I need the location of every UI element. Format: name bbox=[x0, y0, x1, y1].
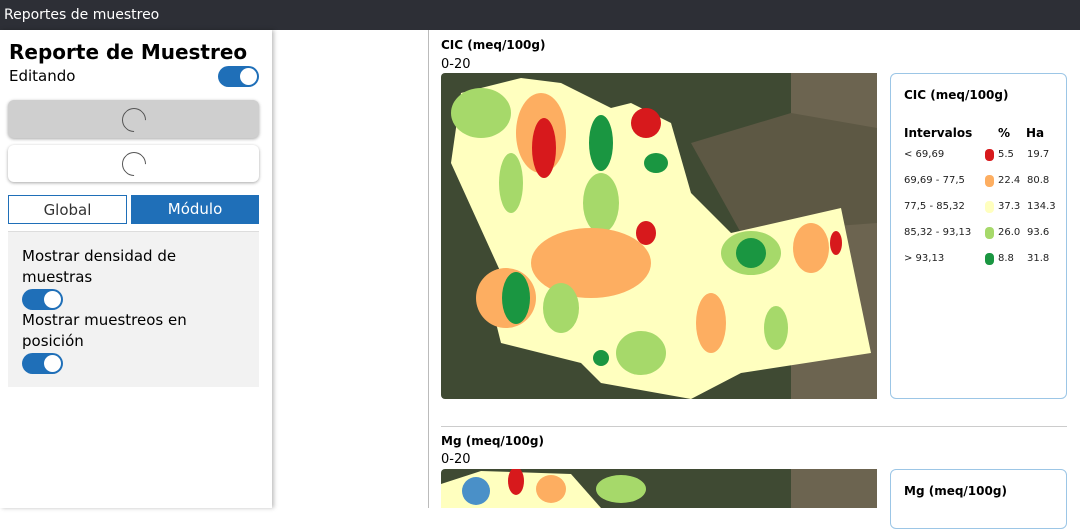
loading-button[interactable] bbox=[8, 145, 259, 182]
legend-swatch bbox=[985, 175, 994, 187]
legend bbox=[890, 469, 1067, 529]
report-depth: 0-20 bbox=[441, 452, 471, 467]
option-label: Mostrar muestreos en posición bbox=[22, 311, 187, 350]
legend-swatch bbox=[985, 201, 994, 213]
tab-module[interactable]: Módulo bbox=[131, 195, 259, 224]
legend-interval: < 69,69 bbox=[904, 149, 945, 160]
editing-toggle[interactable] bbox=[218, 66, 259, 87]
legend-ha: 31.8 bbox=[1027, 253, 1050, 264]
legend-percent: 37.3 bbox=[998, 201, 1021, 212]
report-title: Mg (meq/100g) bbox=[441, 434, 544, 448]
legend-title: CIC (meq/100g) bbox=[904, 88, 1009, 102]
top-bar: Reportes de muestreo bbox=[0, 0, 1080, 30]
report-depth: 0-20 bbox=[441, 57, 471, 72]
top-bar-title: Reportes de muestreo bbox=[4, 7, 160, 23]
legend-percent: 5.5 bbox=[998, 149, 1014, 160]
option-label: Mostrar densidad de muestras bbox=[22, 247, 177, 286]
option-toggle[interactable] bbox=[22, 353, 63, 374]
legend-ha: 134.3 bbox=[1027, 201, 1056, 212]
legend-interval: 85,32 - 93,13 bbox=[904, 227, 972, 238]
legend-percent: 26.0 bbox=[998, 227, 1021, 238]
legend-header: % bbox=[998, 126, 1011, 140]
legend-percent: 22.4 bbox=[998, 175, 1021, 186]
loading-button[interactable] bbox=[8, 100, 259, 138]
sidebar-title: Reporte de Muestreo bbox=[9, 40, 248, 64]
legend-ha: 93.6 bbox=[1027, 227, 1050, 238]
spinner bbox=[117, 103, 151, 137]
legend-header: Intervalos bbox=[904, 126, 973, 140]
legend-ha: 80.8 bbox=[1027, 175, 1050, 186]
legend-interval: > 93,13 bbox=[904, 253, 945, 264]
separator bbox=[441, 426, 1067, 427]
legend-percent: 8.8 bbox=[998, 253, 1014, 264]
legend-title: Mg (meq/100g) bbox=[904, 484, 1007, 498]
legend-swatch bbox=[985, 253, 994, 265]
editing-label: Editando bbox=[9, 67, 76, 85]
report-title: CIC (meq/100g) bbox=[441, 38, 546, 52]
legend bbox=[890, 73, 1067, 399]
legend-swatch bbox=[985, 149, 994, 161]
divider bbox=[428, 30, 429, 508]
map bbox=[441, 469, 877, 508]
option-toggle[interactable] bbox=[22, 289, 63, 310]
legend-ha: 19.7 bbox=[1027, 149, 1050, 160]
legend-interval: 69,69 - 77,5 bbox=[904, 175, 965, 186]
legend-interval: 77,5 - 85,32 bbox=[904, 201, 965, 212]
tab-global[interactable]: Global bbox=[8, 195, 127, 224]
map bbox=[441, 73, 877, 399]
spinner bbox=[117, 147, 151, 181]
legend-swatch bbox=[985, 227, 994, 239]
legend-header: Ha bbox=[1026, 126, 1045, 140]
